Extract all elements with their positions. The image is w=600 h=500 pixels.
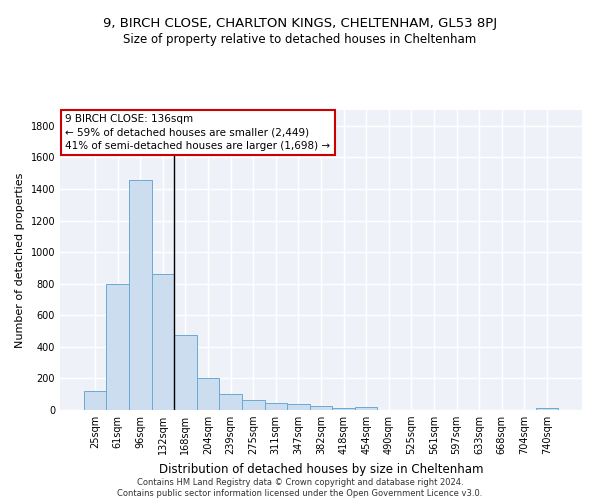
- Y-axis label: Number of detached properties: Number of detached properties: [15, 172, 25, 348]
- Bar: [242, 400, 265, 410]
- Bar: [197, 378, 220, 410]
- Bar: [152, 274, 174, 410]
- Bar: [220, 394, 242, 410]
- Text: 9 BIRCH CLOSE: 136sqm
← 59% of detached houses are smaller (2,449)
41% of semi-d: 9 BIRCH CLOSE: 136sqm ← 59% of detached …: [65, 114, 331, 151]
- Bar: [174, 334, 197, 410]
- Bar: [129, 180, 152, 410]
- Bar: [106, 284, 129, 410]
- Bar: [84, 391, 106, 410]
- Bar: [310, 406, 332, 410]
- Text: 9, BIRCH CLOSE, CHARLTON KINGS, CHELTENHAM, GL53 8PJ: 9, BIRCH CLOSE, CHARLTON KINGS, CHELTENH…: [103, 18, 497, 30]
- Bar: [536, 408, 558, 410]
- Text: Contains HM Land Registry data © Crown copyright and database right 2024.
Contai: Contains HM Land Registry data © Crown c…: [118, 478, 482, 498]
- Bar: [332, 408, 355, 410]
- Bar: [287, 404, 310, 410]
- Bar: [355, 407, 377, 410]
- X-axis label: Distribution of detached houses by size in Cheltenham: Distribution of detached houses by size …: [159, 462, 483, 475]
- Bar: [265, 404, 287, 410]
- Text: Size of property relative to detached houses in Cheltenham: Size of property relative to detached ho…: [124, 32, 476, 46]
